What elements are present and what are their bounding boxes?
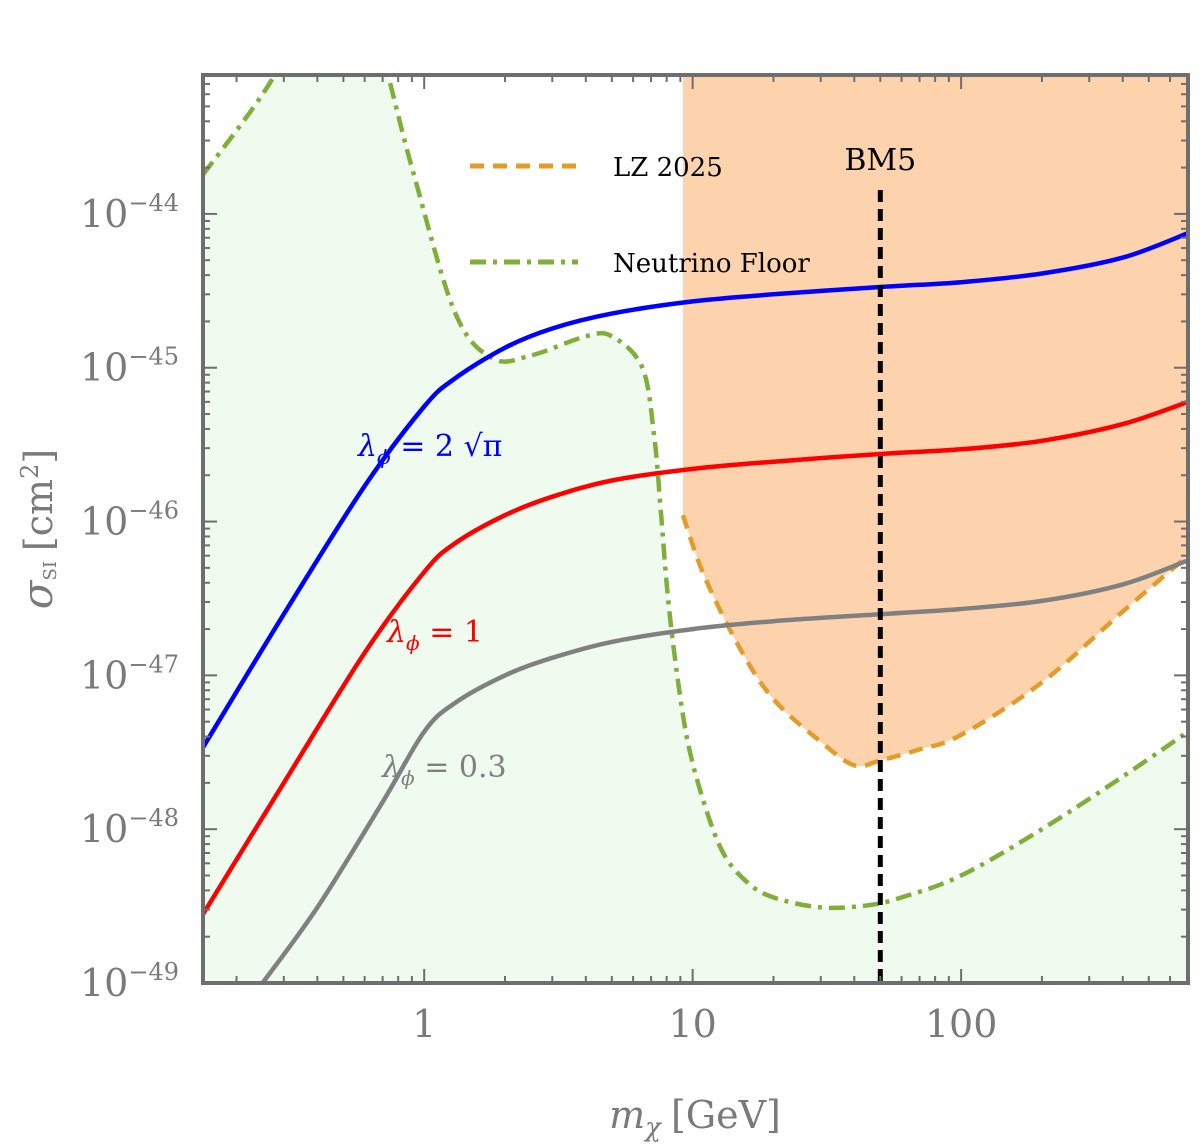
- lz-2025-curve: [680, 514, 1188, 769]
- y-tick-label: 10−45: [80, 343, 179, 390]
- bound-curves: [203, 75, 1188, 911]
- lambda-1-curve: [203, 399, 1188, 916]
- plot-frame: [201, 73, 1190, 985]
- benchmark-lines: BM5: [844, 143, 916, 983]
- lambda-2sqrtpi-curve: [203, 230, 1188, 749]
- y-tick-label: 10−47: [80, 650, 179, 697]
- series-curves: [203, 230, 1188, 983]
- y-axis-title: σSI[cm2]: [13, 449, 62, 609]
- neutrino-floor-fill: [203, 75, 1188, 983]
- bm5-label: BM5: [844, 143, 916, 178]
- x-tick-label: 10: [668, 1002, 716, 1046]
- series-labels: λϕ = 2 √π λϕ = 1 λϕ = 0.3: [357, 429, 507, 790]
- lambda-2sqrtpi-label: λϕ = 2 √π: [357, 429, 502, 469]
- y-tick-label: 10−44: [80, 189, 179, 236]
- legend-label: Neutrino Floor: [613, 249, 810, 279]
- legend-label: LZ 2025: [613, 153, 723, 183]
- lambda-0p3-curve: [260, 558, 1188, 983]
- x-tick-label: 1: [412, 1002, 436, 1046]
- x-tick-label: 100: [925, 1002, 998, 1046]
- exclusion-fills: [203, 75, 1188, 983]
- y-tick-label: 10−48: [80, 804, 179, 851]
- lambda-1-label: λϕ = 1: [386, 615, 483, 655]
- x-axis-title: mχ [GeV]: [609, 1093, 781, 1143]
- x-tick-labels: 1 10 100: [412, 1002, 997, 1046]
- y-tick-label: 10−46: [80, 497, 179, 544]
- lz-2025-fill: [682, 75, 1188, 767]
- y-tick-label: 10−49: [80, 958, 179, 1005]
- lambda-0p3-label: λϕ = 0.3: [381, 750, 507, 790]
- legend: LZ 2025 Neutrino Floor: [470, 153, 810, 279]
- y-tick-labels: 10−44 10−45 10−46 10−47 10−48 10−49: [80, 189, 179, 1005]
